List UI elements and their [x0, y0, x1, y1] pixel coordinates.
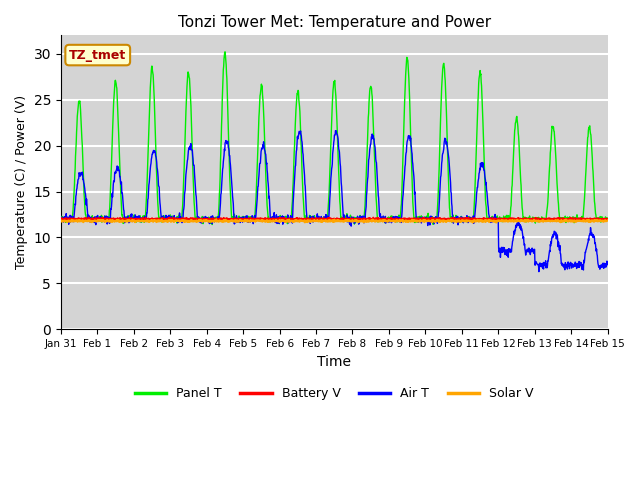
- Legend: Panel T, Battery V, Air T, Solar V: Panel T, Battery V, Air T, Solar V: [130, 383, 539, 406]
- Battery V: [85, 215, 93, 220]
- Panel T: [464, 215, 472, 220]
- Panel T: [57, 216, 65, 222]
- Air T: [544, 258, 552, 264]
- Battery V: [409, 217, 417, 223]
- Air T: [332, 128, 339, 133]
- Line: Panel T: Panel T: [61, 52, 607, 225]
- Line: Air T: Air T: [61, 131, 607, 272]
- Solar V: [310, 218, 317, 224]
- Solar V: [597, 218, 605, 224]
- Air T: [143, 216, 150, 221]
- Battery V: [464, 216, 472, 222]
- Panel T: [143, 196, 150, 202]
- Battery V: [143, 216, 150, 222]
- Line: Battery V: Battery V: [61, 217, 607, 220]
- Air T: [535, 269, 543, 275]
- Panel T: [597, 215, 605, 220]
- Solar V: [320, 218, 328, 224]
- Panel T: [209, 222, 216, 228]
- Panel T: [604, 216, 611, 222]
- Air T: [604, 260, 611, 265]
- Panel T: [221, 49, 229, 55]
- Air T: [463, 217, 471, 223]
- Panel T: [544, 199, 552, 205]
- Battery V: [310, 216, 317, 222]
- Air T: [320, 216, 328, 222]
- Line: Solar V: Solar V: [61, 219, 607, 223]
- Solar V: [604, 217, 611, 223]
- Panel T: [321, 218, 328, 224]
- Solar V: [143, 218, 150, 224]
- Y-axis label: Temperature (C) / Power (V): Temperature (C) / Power (V): [15, 96, 28, 269]
- Battery V: [544, 216, 552, 222]
- Air T: [57, 214, 65, 220]
- Panel T: [310, 216, 318, 222]
- Solar V: [57, 218, 65, 224]
- Battery V: [57, 216, 65, 221]
- Air T: [597, 264, 605, 269]
- Solar V: [463, 219, 471, 225]
- Solar V: [468, 220, 476, 226]
- Battery V: [320, 216, 328, 221]
- Solar V: [212, 216, 220, 222]
- Battery V: [597, 217, 605, 223]
- Air T: [310, 219, 317, 225]
- Title: Tonzi Tower Met: Temperature and Power: Tonzi Tower Met: Temperature and Power: [178, 15, 491, 30]
- X-axis label: Time: Time: [317, 355, 351, 369]
- Battery V: [604, 217, 611, 223]
- Text: TZ_tmet: TZ_tmet: [69, 48, 126, 61]
- Solar V: [544, 218, 552, 224]
